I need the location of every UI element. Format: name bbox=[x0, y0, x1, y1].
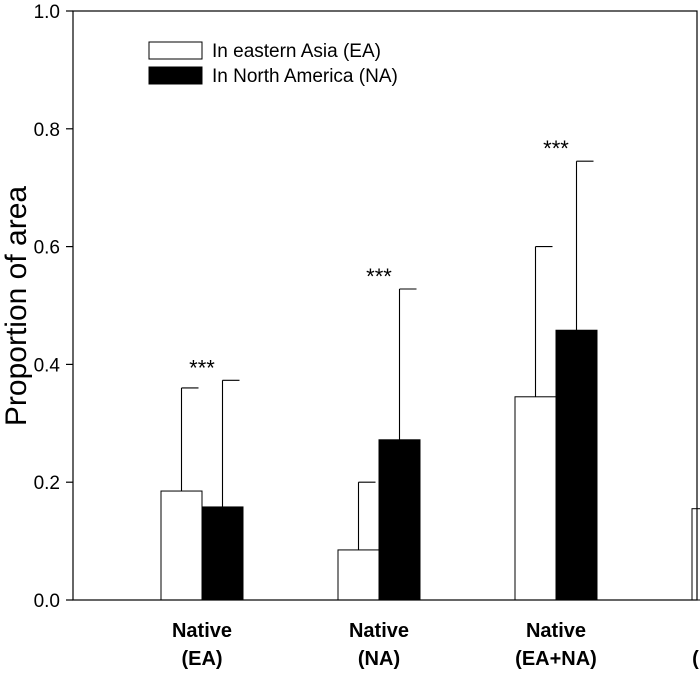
y-tick-label: 0.4 bbox=[34, 355, 61, 376]
legend-swatch-ea bbox=[148, 41, 203, 60]
bar-na bbox=[201, 506, 244, 601]
bar-ea bbox=[337, 549, 380, 601]
plot-frame bbox=[72, 10, 698, 601]
significance-label: *** bbox=[543, 136, 569, 161]
bar-ea bbox=[691, 508, 700, 601]
bar-na bbox=[378, 439, 421, 601]
legend: In eastern Asia (EA) In North America (N… bbox=[148, 41, 398, 87]
bar-na bbox=[555, 329, 598, 601]
legend-label-ea: In eastern Asia (EA) bbox=[212, 41, 381, 62]
legend-swatch-na bbox=[148, 66, 203, 85]
y-tick-label: 0.8 bbox=[34, 120, 60, 141]
category-label-line1: Native bbox=[526, 620, 586, 642]
category-label-line1: Native bbox=[172, 620, 232, 642]
significance-label: *** bbox=[366, 264, 392, 289]
y-tick-label: 0.0 bbox=[34, 591, 60, 612]
y-tick-label: 0.6 bbox=[34, 238, 60, 259]
category-label-line2: (EA+NA) bbox=[515, 648, 597, 670]
category-label-line1: Native bbox=[349, 620, 409, 642]
category-label-line2: (NA) bbox=[358, 648, 400, 670]
legend-label-na: In North America (NA) bbox=[212, 66, 398, 87]
significance-label: *** bbox=[189, 355, 215, 380]
category-label-line2: (EA) bbox=[181, 648, 222, 670]
category-label-line2: (EA+NA) bbox=[692, 648, 700, 670]
y-axis-label: Proportion of area bbox=[0, 186, 33, 426]
bar-ea bbox=[160, 490, 203, 601]
bar-ea bbox=[514, 396, 557, 601]
y-tick-label: 1.0 bbox=[34, 2, 60, 23]
y-tick-label: 0.2 bbox=[34, 473, 60, 494]
